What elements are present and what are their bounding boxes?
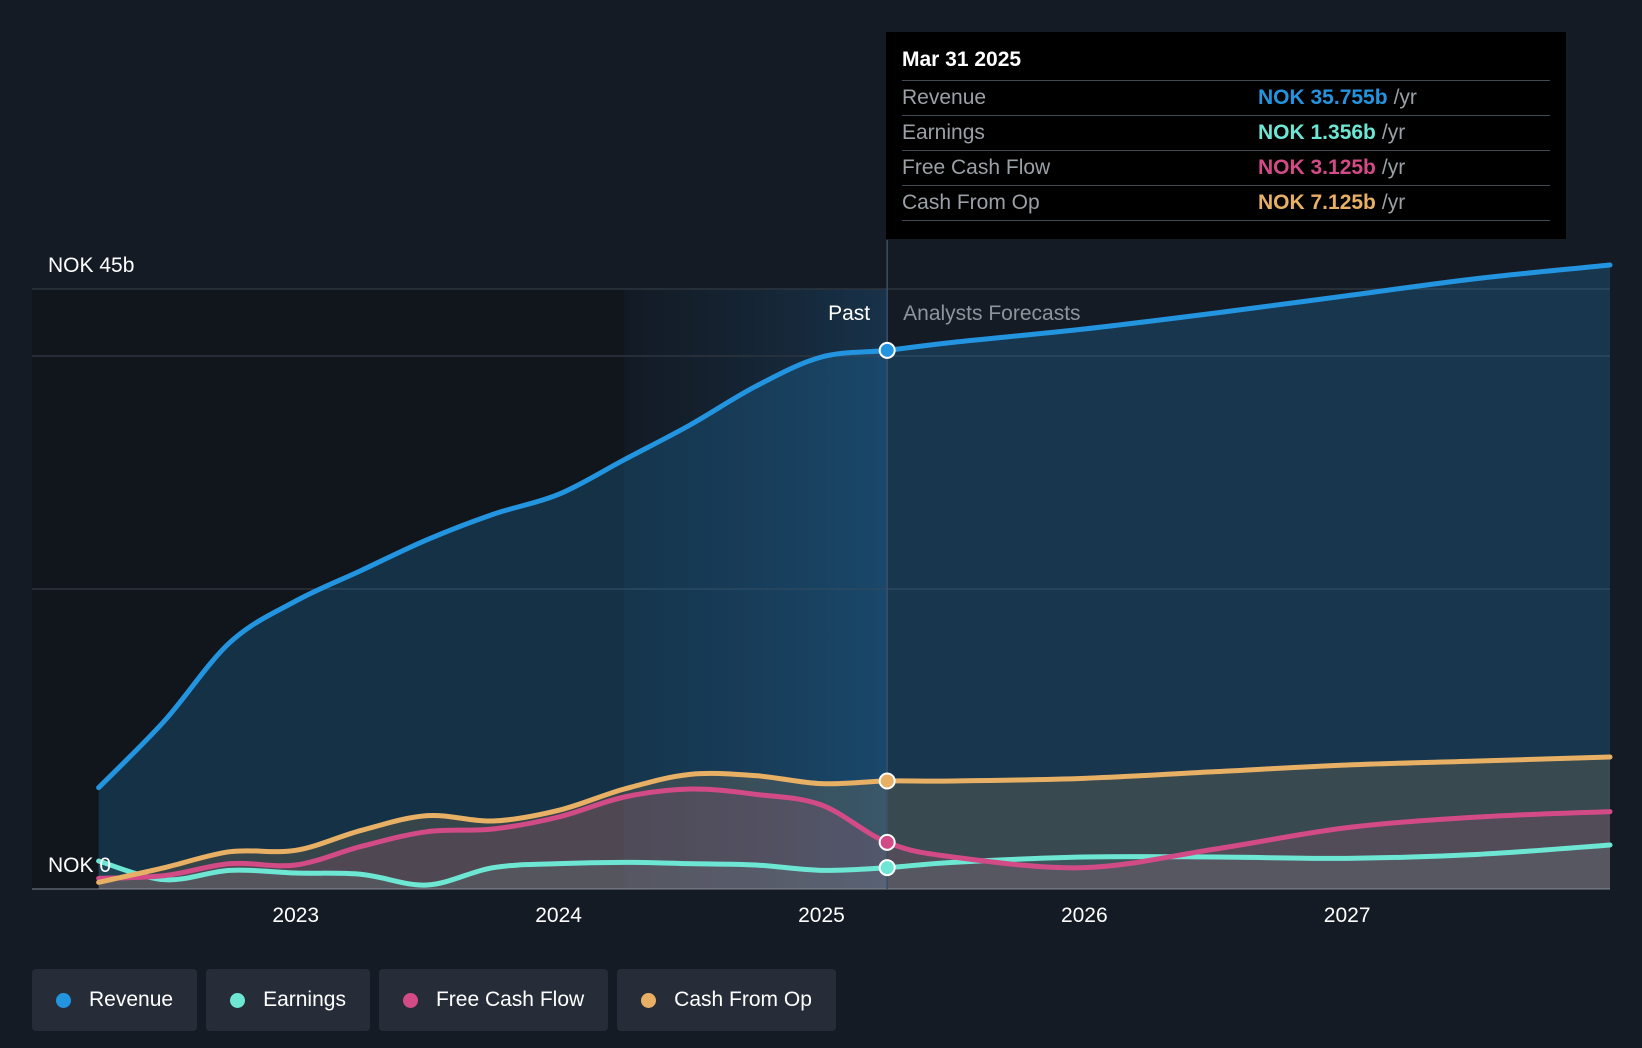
tooltip-row: Free Cash Flow NOK 3.125b/yr — [902, 150, 1550, 185]
x-tick-label: 2024 — [535, 904, 582, 927]
legend-label: Cash From Op — [674, 988, 812, 1012]
x-tick-label: 2027 — [1324, 904, 1371, 927]
tooltip-row-unit: /yr — [1382, 186, 1405, 220]
legend-item-cash-from-op[interactable]: Cash From Op — [617, 969, 836, 1031]
tooltip-row: Cash From Op NOK 7.125b/yr — [902, 185, 1550, 221]
tooltip: Mar 31 2025 Revenue NOK 35.755b/yr Earning… — [886, 32, 1566, 239]
legend-label: Free Cash Flow — [436, 988, 584, 1012]
tooltip-date: Mar 31 2025 — [902, 46, 1550, 80]
tooltip-row-unit: /yr — [1382, 116, 1405, 150]
legend-dot-icon — [56, 993, 71, 1008]
x-tick-label: 2025 — [798, 904, 845, 927]
tooltip-row-label: Cash From Op — [902, 186, 1258, 220]
tooltip-row-value: NOK 35.755b — [1258, 81, 1388, 115]
tooltip-row-label: Revenue — [902, 81, 1258, 115]
y-axis-bottom-label: NOK 0 — [48, 854, 111, 877]
tooltip-row: Revenue NOK 35.755b/yr — [902, 80, 1550, 115]
tooltip-row-unit: /yr — [1394, 81, 1417, 115]
tooltip-row-value: NOK 1.356b — [1258, 116, 1376, 150]
earnings-marker — [880, 860, 895, 875]
y-axis-top-label: NOK 45b — [48, 254, 134, 277]
forecast-label: Analysts Forecasts — [903, 302, 1080, 325]
x-tick-label: 2023 — [272, 904, 319, 927]
legend-label: Earnings — [263, 988, 346, 1012]
legend: Revenue Earnings Free Cash Flow Cash From O… — [32, 969, 836, 1031]
tooltip-row-value: NOK 7.125b — [1258, 186, 1376, 220]
legend-dot-icon — [230, 993, 245, 1008]
legend-dot-icon — [641, 993, 656, 1008]
free-cash-flow-marker — [880, 835, 895, 850]
legend-item-free-cash-flow[interactable]: Free Cash Flow — [379, 969, 608, 1031]
x-tick-label: 2026 — [1061, 904, 1108, 927]
tooltip-row-label: Earnings — [902, 116, 1258, 150]
legend-item-earnings[interactable]: Earnings — [206, 969, 370, 1031]
tooltip-row: Earnings NOK 1.356b/yr — [902, 115, 1550, 150]
legend-item-revenue[interactable]: Revenue — [32, 969, 197, 1031]
tooltip-row-unit: /yr — [1382, 151, 1405, 185]
cash-from-op-marker — [880, 774, 895, 789]
legend-dot-icon — [403, 993, 418, 1008]
past-label: Past — [828, 302, 870, 325]
legend-label: Revenue — [89, 988, 173, 1012]
tooltip-row-label: Free Cash Flow — [902, 151, 1258, 185]
tooltip-row-value: NOK 3.125b — [1258, 151, 1376, 185]
revenue-marker — [880, 343, 895, 358]
